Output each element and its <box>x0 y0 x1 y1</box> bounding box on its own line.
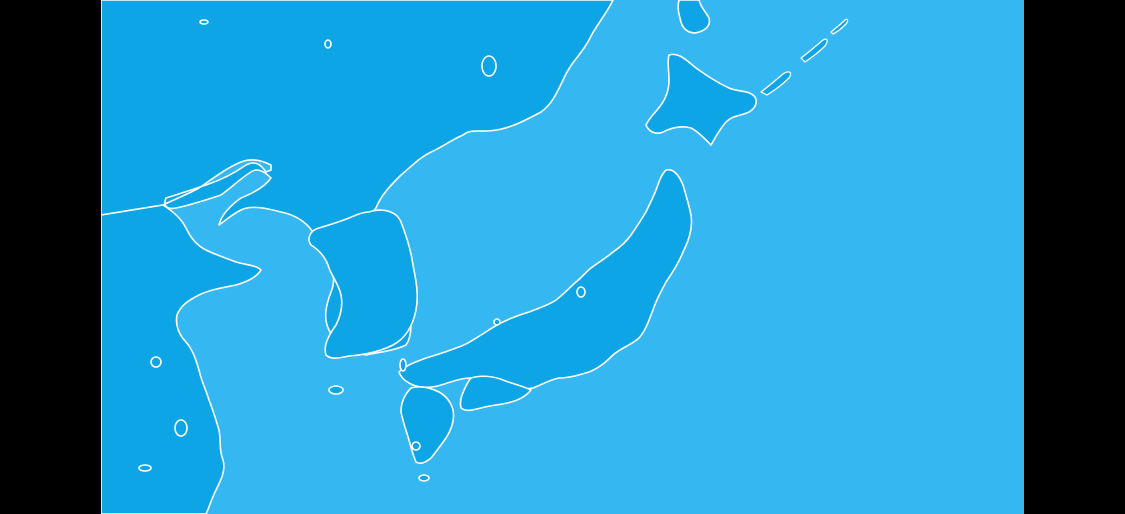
island-small <box>493 318 501 326</box>
island-small <box>324 39 332 49</box>
island-small <box>576 286 586 298</box>
letterbox-right <box>1024 0 1125 514</box>
island-small <box>481 55 497 77</box>
island-small <box>418 474 430 482</box>
island-small <box>399 358 407 372</box>
map-canvas <box>101 0 1024 514</box>
island-small <box>138 464 152 472</box>
japan-hokkaido <box>645 53 758 146</box>
island-small <box>328 385 344 395</box>
sakhalin <box>677 0 711 34</box>
island-small <box>174 419 188 437</box>
island-small <box>199 19 209 25</box>
china-mainland <box>101 204 262 514</box>
japan-shikoku <box>459 375 532 412</box>
island-small <box>411 441 421 451</box>
letterbox-left <box>0 0 101 514</box>
japan-honshu <box>398 168 693 390</box>
kuril-islands <box>760 18 849 96</box>
korean-peninsula <box>308 209 419 359</box>
island-small <box>150 356 162 368</box>
map-viewport[interactable] <box>101 0 1024 514</box>
